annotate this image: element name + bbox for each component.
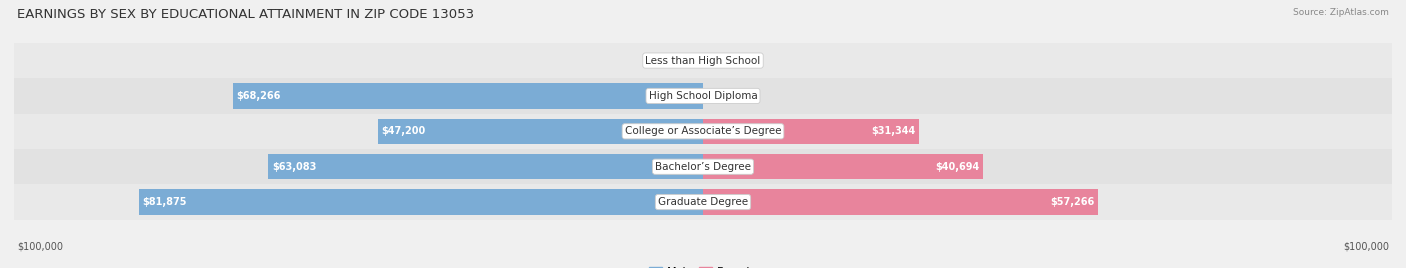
Bar — [14, 149, 1392, 184]
Text: Source: ZipAtlas.com: Source: ZipAtlas.com — [1294, 8, 1389, 17]
Text: $0: $0 — [686, 55, 700, 66]
Text: $47,200: $47,200 — [381, 126, 426, 136]
Bar — [703, 189, 1098, 215]
Bar — [139, 189, 703, 215]
Text: $100,000: $100,000 — [1343, 242, 1389, 252]
Text: $63,083: $63,083 — [271, 162, 316, 172]
Text: Graduate Degree: Graduate Degree — [658, 197, 748, 207]
Bar — [269, 154, 703, 180]
Text: $100,000: $100,000 — [17, 242, 63, 252]
Text: High School Diploma: High School Diploma — [648, 91, 758, 101]
Text: College or Associate’s Degree: College or Associate’s Degree — [624, 126, 782, 136]
Text: $31,344: $31,344 — [872, 126, 915, 136]
Bar — [14, 43, 1392, 78]
Text: Less than High School: Less than High School — [645, 55, 761, 66]
Legend: Male, Female: Male, Female — [644, 262, 762, 268]
Text: $40,694: $40,694 — [935, 162, 980, 172]
Text: EARNINGS BY SEX BY EDUCATIONAL ATTAINMENT IN ZIP CODE 13053: EARNINGS BY SEX BY EDUCATIONAL ATTAINMEN… — [17, 8, 474, 21]
Bar — [14, 184, 1392, 220]
Text: $68,266: $68,266 — [236, 91, 281, 101]
Bar — [378, 118, 703, 144]
Bar — [232, 83, 703, 109]
Text: $0: $0 — [706, 91, 720, 101]
Bar — [14, 114, 1392, 149]
Bar — [703, 154, 983, 180]
Text: $81,875: $81,875 — [142, 197, 187, 207]
Text: $57,266: $57,266 — [1050, 197, 1094, 207]
Text: $0: $0 — [706, 55, 720, 66]
Bar — [14, 78, 1392, 114]
Text: Bachelor’s Degree: Bachelor’s Degree — [655, 162, 751, 172]
Bar — [703, 118, 920, 144]
